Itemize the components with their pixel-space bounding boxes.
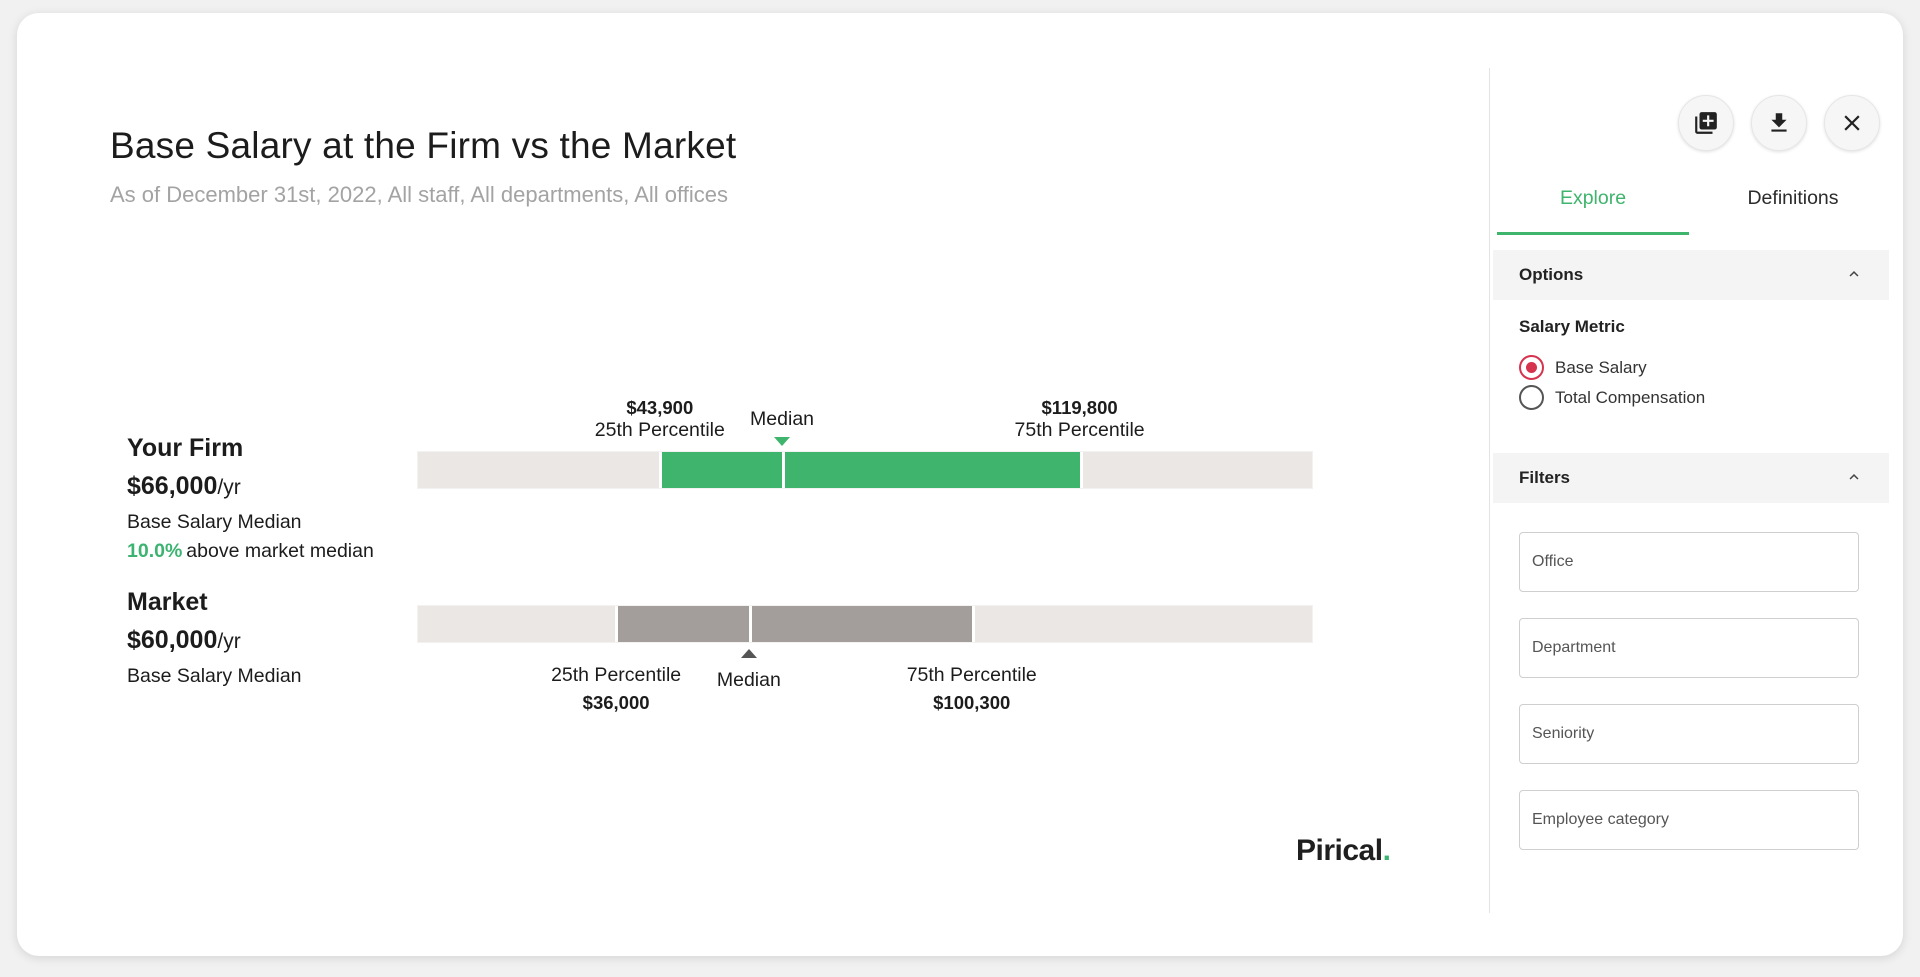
market-p25-amount: $36,000: [582, 692, 650, 713]
panel-divider: [1489, 68, 1490, 913]
firm-metric-label: Base Salary Median: [127, 511, 302, 533]
radio-button-unchecked[interactable]: [1519, 385, 1544, 410]
seniority-filter-input[interactable]: [1519, 704, 1859, 764]
chevron-up-icon: [1849, 271, 1859, 277]
radio-base-salary[interactable]: Base Salary: [1519, 355, 1647, 380]
market-p25-text: 25th Percentile: [551, 664, 682, 686]
firm-range-track: [417, 451, 1313, 489]
filters-section-header[interactable]: Filters: [1493, 453, 1889, 503]
firm-per-unit: /yr: [217, 476, 241, 499]
options-section-title: Options: [1519, 265, 1584, 284]
firm-p75-amount: $119,800: [1041, 397, 1118, 418]
market-per-unit: /yr: [217, 630, 241, 653]
radio-button-checked[interactable]: [1519, 355, 1544, 380]
department-filter-input[interactable]: [1519, 618, 1859, 678]
market-p75-label: 75th Percentile $100,300: [907, 664, 1037, 714]
firm-summary: Your Firm $66,000/yr Base Salary Median …: [127, 434, 374, 563]
page-subtitle: As of December 31st, 2022, All staff, Al…: [110, 182, 728, 207]
tab-explore[interactable]: Explore: [1497, 183, 1689, 235]
firm-delta-text: above market median: [186, 540, 374, 562]
download-button[interactable]: [1751, 95, 1807, 151]
logo-dot: .: [1382, 834, 1391, 867]
market-median-line: [748, 606, 752, 642]
firm-p75-text: 75th Percentile: [1014, 419, 1145, 441]
radio-base-salary-label: Base Salary: [1555, 357, 1647, 377]
add-to-library-icon: [1695, 112, 1717, 134]
firm-median-amount: $66,000: [127, 472, 218, 500]
firm-p25-edge: [658, 452, 662, 488]
market-interquartile-bar: [617, 606, 973, 642]
pirical-logo: Pirical.: [1296, 834, 1391, 868]
market-p75-amount: $100,300: [933, 692, 1011, 713]
options-section-header[interactable]: Options: [1493, 250, 1889, 300]
close-icon: [1844, 115, 1860, 131]
firm-p25-label: $43,900 25th Percentile: [595, 397, 725, 442]
firm-p25-amount: $43,900: [626, 397, 694, 418]
employee-category-filter-input[interactable]: [1519, 790, 1859, 850]
office-filter-input[interactable]: [1519, 532, 1859, 592]
firm-median-line: [782, 452, 786, 488]
salary-metric-title: Salary Metric: [1519, 317, 1625, 336]
filters-section-title: Filters: [1519, 468, 1571, 487]
market-median-amount: $60,000: [127, 626, 218, 654]
side-panel: Explore Definitions Options Salary Metri…: [1493, 13, 1889, 956]
logo-text: Pirical: [1296, 834, 1383, 867]
market-median-label: Median: [716, 669, 781, 691]
chevron-up-icon: [1849, 474, 1859, 480]
firm-delta-pct: 10.0%: [127, 540, 183, 562]
firm-interquartile-bar: [660, 452, 1081, 488]
download-icon: [1771, 113, 1787, 132]
market-median-value: $60,000/yr: [127, 626, 302, 655]
firm-p75-label: $119,800 75th Percentile: [1015, 397, 1145, 442]
radio-total-compensation[interactable]: Total Compensation: [1519, 385, 1705, 410]
add-to-library-button[interactable]: [1678, 95, 1734, 151]
tab-definitions[interactable]: Definitions: [1747, 187, 1839, 209]
market-p25-edge: [615, 606, 619, 642]
firm-delta: 10.0% above market median: [127, 540, 374, 563]
firm-p75-edge: [1079, 452, 1083, 488]
firm-median-label: Median: [750, 408, 815, 430]
chart-card: Base Salary at the Firm vs the Market As…: [17, 13, 1903, 956]
firm-p25-text: 25th Percentile: [594, 419, 725, 441]
market-p25-label: 25th Percentile $36,000: [551, 664, 681, 714]
close-button[interactable]: [1824, 95, 1880, 151]
firm-median-value: $66,000/yr: [127, 472, 374, 501]
market-name: Market: [127, 588, 208, 616]
market-p75-edge: [971, 606, 975, 642]
market-median-marker: [740, 649, 757, 658]
panel-tabs: Explore Definitions: [1497, 183, 1893, 235]
market-metric-label: Base Salary Median: [127, 665, 302, 687]
page-title: Base Salary at the Firm vs the Market: [110, 125, 737, 166]
firm-median-marker: [774, 437, 791, 446]
market-range-track: [417, 605, 1313, 643]
market-summary: Market $60,000/yr Base Salary Median: [127, 588, 302, 688]
firm-name: Your Firm: [127, 434, 244, 462]
radio-total-compensation-label: Total Compensation: [1555, 387, 1706, 407]
market-p75-text: 75th Percentile: [906, 664, 1037, 686]
